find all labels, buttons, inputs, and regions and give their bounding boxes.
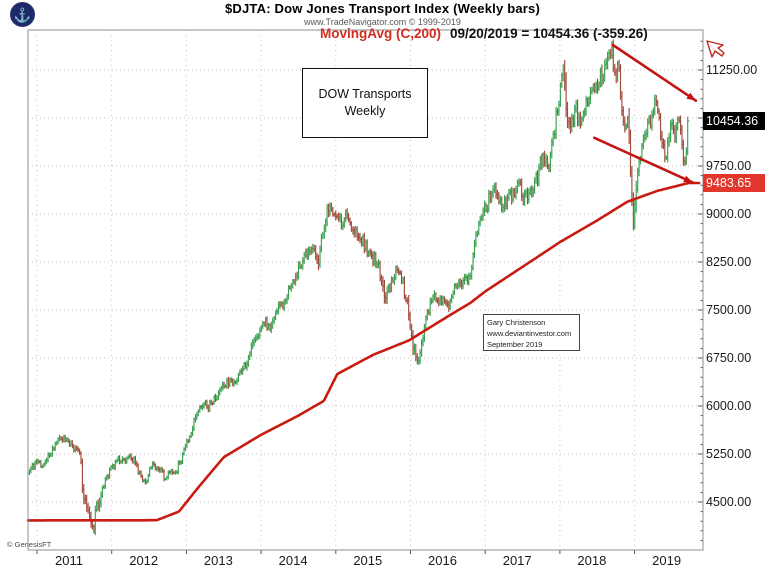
chart-title: $DJTA: Dow Jones Transport Index (Weekly… [224, 1, 541, 16]
anchor-icon: ⚓ [13, 6, 32, 23]
annotation-author-box: Gary Christenson www.deviantinvestor.com… [483, 314, 580, 351]
y-axis-label: 9750.00 [706, 159, 752, 173]
y-axis-label: 7500.00 [706, 303, 752, 317]
watermark-tradenavigator: www.TradeNavigator.com © 1999-2019 [304, 17, 461, 27]
moving-average-badge: 9483.65 [703, 174, 765, 193]
legend-indicator-label: MovingAvg (C,200) [320, 26, 442, 41]
y-axis-label: 4500.00 [706, 495, 752, 509]
x-axis-label: 2014 [278, 553, 308, 568]
axis-ticks [36, 40, 703, 554]
annotation-dow-transports-box: DOW Transports Weekly [302, 68, 428, 138]
x-axis-label: 2012 [129, 553, 159, 568]
x-axis-label: 2016 [428, 553, 457, 568]
y-axis-label: 5250.00 [706, 447, 752, 461]
y-axis-label: 6750.00 [706, 351, 752, 365]
moving-average-line [26, 181, 701, 522]
annotation-line: Weekly [344, 104, 386, 118]
trendline-arrowhead [683, 175, 693, 183]
y-axis-label: 9000.00 [706, 207, 752, 221]
last-price-badge: 10454.36 [703, 111, 765, 130]
genesis-logo: ⚓ [10, 2, 35, 27]
trendline-arrowhead [686, 92, 696, 101]
legend-movingavg: MovingAvg (C,200) 09/20/2019 = 10454.36 (… [320, 26, 648, 41]
trendline-upper-descending [611, 43, 698, 102]
trendline-lower-descending [592, 136, 695, 184]
x-axis-label: 2018 [577, 553, 607, 568]
legend-reading: 09/20/2019 = 10454.36 (-359.26) [450, 26, 648, 41]
weekly-bars-up [27, 41, 690, 536]
annotation-line: DOW Transports [318, 87, 412, 101]
y-axis-label: 11250.00 [706, 63, 758, 77]
x-axis-label: 2011 [55, 553, 83, 568]
x-axis-label: 2015 [353, 553, 383, 568]
chart-header: $DJTA: Dow Jones Transport Index (Weekly… [0, 1, 765, 27]
x-axis-label: 2013 [203, 553, 233, 568]
copyright-genesisft: © GenesisFT [7, 540, 52, 549]
annotation-author-date: September 2019 [487, 340, 543, 349]
annotation-author-name: Gary Christenson [487, 318, 546, 327]
x-axis-label: 2017 [502, 553, 532, 568]
x-axis-label: 2019 [652, 553, 682, 568]
annotation-author-site: www.deviantinvestor.com [487, 329, 572, 338]
mouse-cursor-icon [706, 40, 725, 58]
plot-border [27, 29, 704, 551]
y-axis-label: 8250.00 [706, 255, 752, 269]
y-axis-label: 6000.00 [706, 399, 752, 413]
